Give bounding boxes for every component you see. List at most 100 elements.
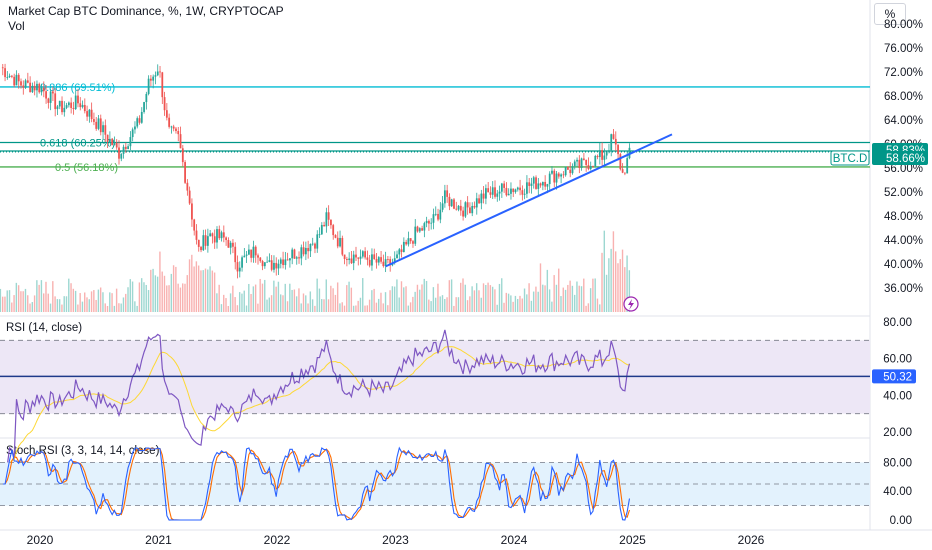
- candle-body: [193, 219, 196, 231]
- time-axis-label: 2024: [501, 533, 528, 547]
- fib-label-2: 0.5 (56.18%): [55, 162, 118, 174]
- volume-bar: [403, 287, 405, 312]
- volume-bar: [184, 283, 186, 312]
- volume-bar: [229, 293, 232, 312]
- candle-body: [466, 202, 469, 208]
- candle-body: [45, 91, 47, 99]
- volume-bar: [375, 302, 378, 312]
- volume-bar: [45, 281, 47, 312]
- candle-body: [551, 170, 553, 174]
- candle-body: [576, 159, 578, 162]
- candle-body: [361, 251, 364, 257]
- volume-bar: [473, 290, 476, 312]
- candle-body: [145, 93, 148, 103]
- candle-body: [564, 166, 567, 176]
- candle-body: [77, 95, 79, 104]
- stoch-k-line: [2, 446, 631, 521]
- candle-body: [67, 102, 70, 106]
- candle-body: [277, 263, 280, 269]
- candle-body: [384, 259, 387, 267]
- volume-bar: [567, 284, 569, 312]
- candle-body: [393, 258, 396, 263]
- volume-bar: [36, 280, 38, 312]
- candle-body: [6, 77, 9, 78]
- candle-body: [336, 237, 339, 247]
- volume-bar: [494, 289, 496, 312]
- candle-body: [414, 226, 417, 244]
- volume-bar: [503, 302, 505, 312]
- volume-bar: [42, 293, 45, 312]
- candle-body: [396, 254, 398, 259]
- volume-bar: [521, 298, 523, 312]
- volume-bar: [516, 298, 519, 312]
- percent-scale-button[interactable]: %: [874, 3, 906, 25]
- time-axis-label: 2020: [27, 533, 54, 547]
- candle-body: [448, 196, 451, 207]
- stoch-d-line: [2, 447, 631, 521]
- candle-body: [546, 184, 549, 187]
- volume-bar: [6, 290, 8, 312]
- candle-body: [589, 166, 592, 170]
- volume-bar: [20, 291, 22, 312]
- candle-body: [580, 158, 583, 168]
- candle-body: [555, 173, 558, 183]
- volume-bar: [448, 280, 451, 312]
- candle-body: [323, 224, 325, 227]
- candle-body: [626, 158, 629, 174]
- volume-bar: [377, 298, 380, 312]
- candle-body: [375, 259, 378, 263]
- volume-bar: [325, 279, 327, 312]
- rsi-ma-line: [2, 346, 630, 466]
- volume-bar: [127, 287, 129, 312]
- price-axis-label: 72.00%: [884, 67, 923, 79]
- candle-body: [211, 233, 214, 237]
- volume-bar: [507, 293, 510, 312]
- volume-bar: [118, 303, 120, 312]
- candle-body: [496, 193, 499, 197]
- volume-bar: [111, 293, 113, 312]
- candle-body: [289, 258, 291, 261]
- candle-body: [266, 261, 269, 263]
- symbol-tag: BTC.D: [833, 153, 868, 165]
- volume-bar: [163, 275, 166, 312]
- candle-body: [553, 170, 556, 183]
- volume-bar: [61, 304, 63, 312]
- candle-body: [443, 190, 446, 204]
- volume-bar: [544, 285, 546, 312]
- candle-body: [49, 91, 52, 103]
- candle-body: [421, 228, 423, 231]
- candle-body: [594, 155, 597, 167]
- volume-bar: [200, 270, 202, 312]
- fib-label-1: 0.618 (60.25%): [40, 138, 115, 150]
- volume-bar: [309, 291, 312, 312]
- candle-body: [359, 256, 362, 259]
- volume-bar: [218, 284, 220, 312]
- volume-bar: [227, 305, 229, 312]
- candle-body: [541, 181, 544, 186]
- volume-bar: [478, 290, 480, 312]
- volume-bar: [40, 280, 43, 312]
- candle-body: [573, 161, 576, 167]
- candle-body: [425, 220, 428, 224]
- volume-bar: [542, 284, 544, 312]
- candle-body: [332, 225, 335, 236]
- volume-bar: [437, 283, 439, 312]
- volume-bar: [49, 303, 52, 312]
- candle-body: [484, 188, 487, 199]
- candle-body: [70, 102, 73, 108]
- volume-bar: [257, 303, 259, 312]
- volume-bar: [238, 292, 241, 312]
- candle-body: [154, 75, 157, 77]
- candle-body: [177, 130, 180, 135]
- volume-bar: [232, 285, 234, 312]
- candle-body: [56, 106, 59, 110]
- candle-body: [343, 254, 346, 259]
- volume-bar: [614, 251, 617, 312]
- price-tag-58-66: 58.66%: [886, 153, 925, 165]
- volume-bar: [211, 270, 214, 312]
- volume-bar: [619, 259, 621, 312]
- volume-bar: [191, 254, 193, 312]
- candle-body: [220, 232, 223, 239]
- candle-body: [127, 146, 130, 150]
